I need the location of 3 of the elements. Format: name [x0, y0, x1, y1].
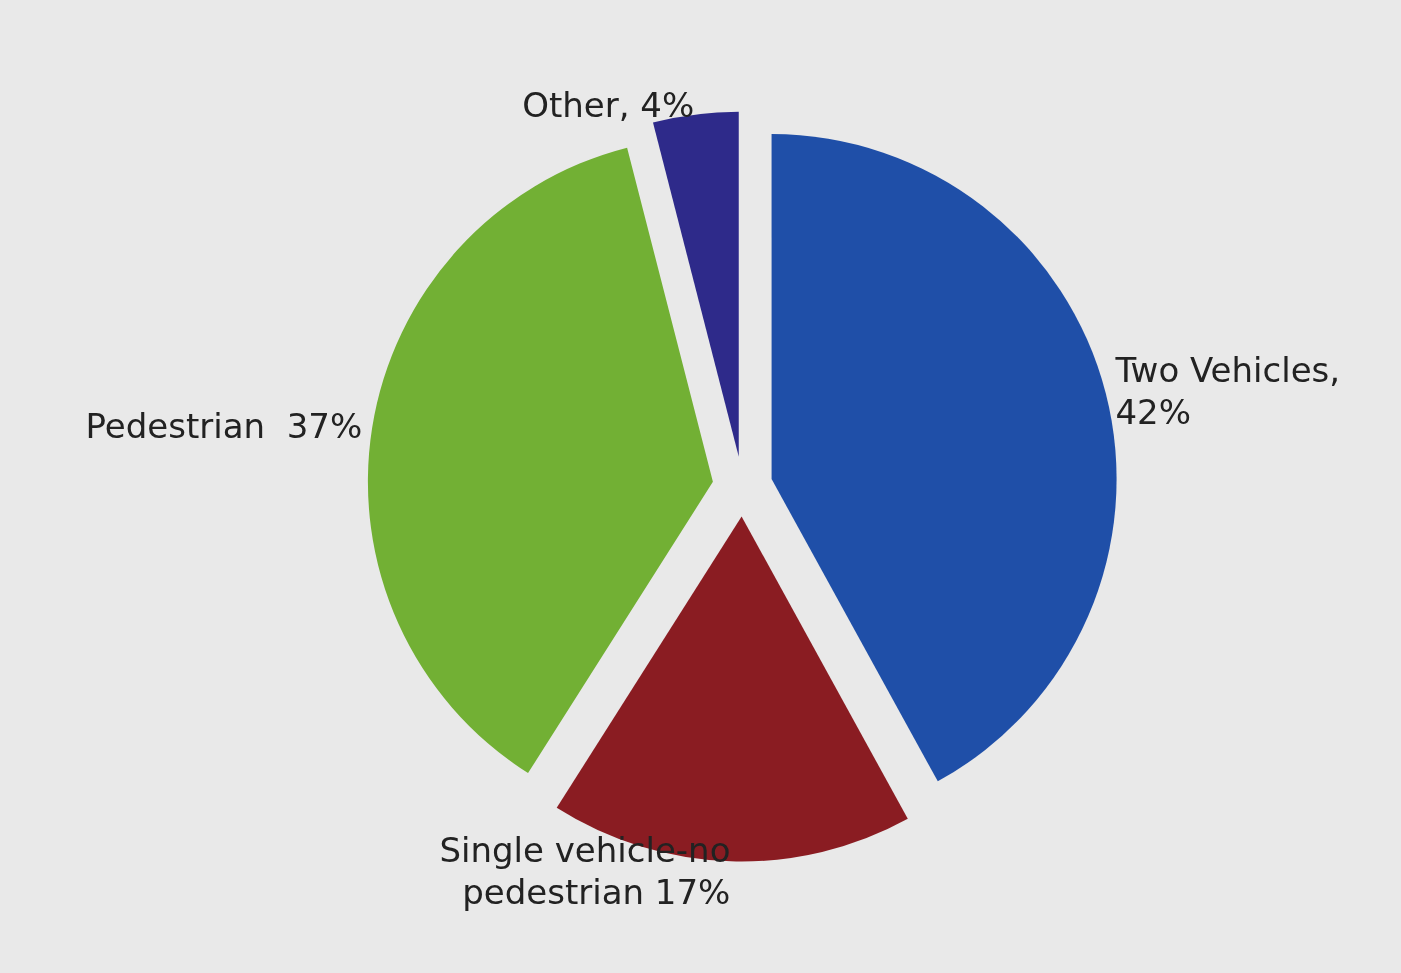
slice-label: Pedestrian 37%: [85, 406, 363, 447]
slice-label: Other, 4%: [522, 84, 695, 125]
slice-label: Two Vehicles, 42%: [1114, 349, 1351, 432]
